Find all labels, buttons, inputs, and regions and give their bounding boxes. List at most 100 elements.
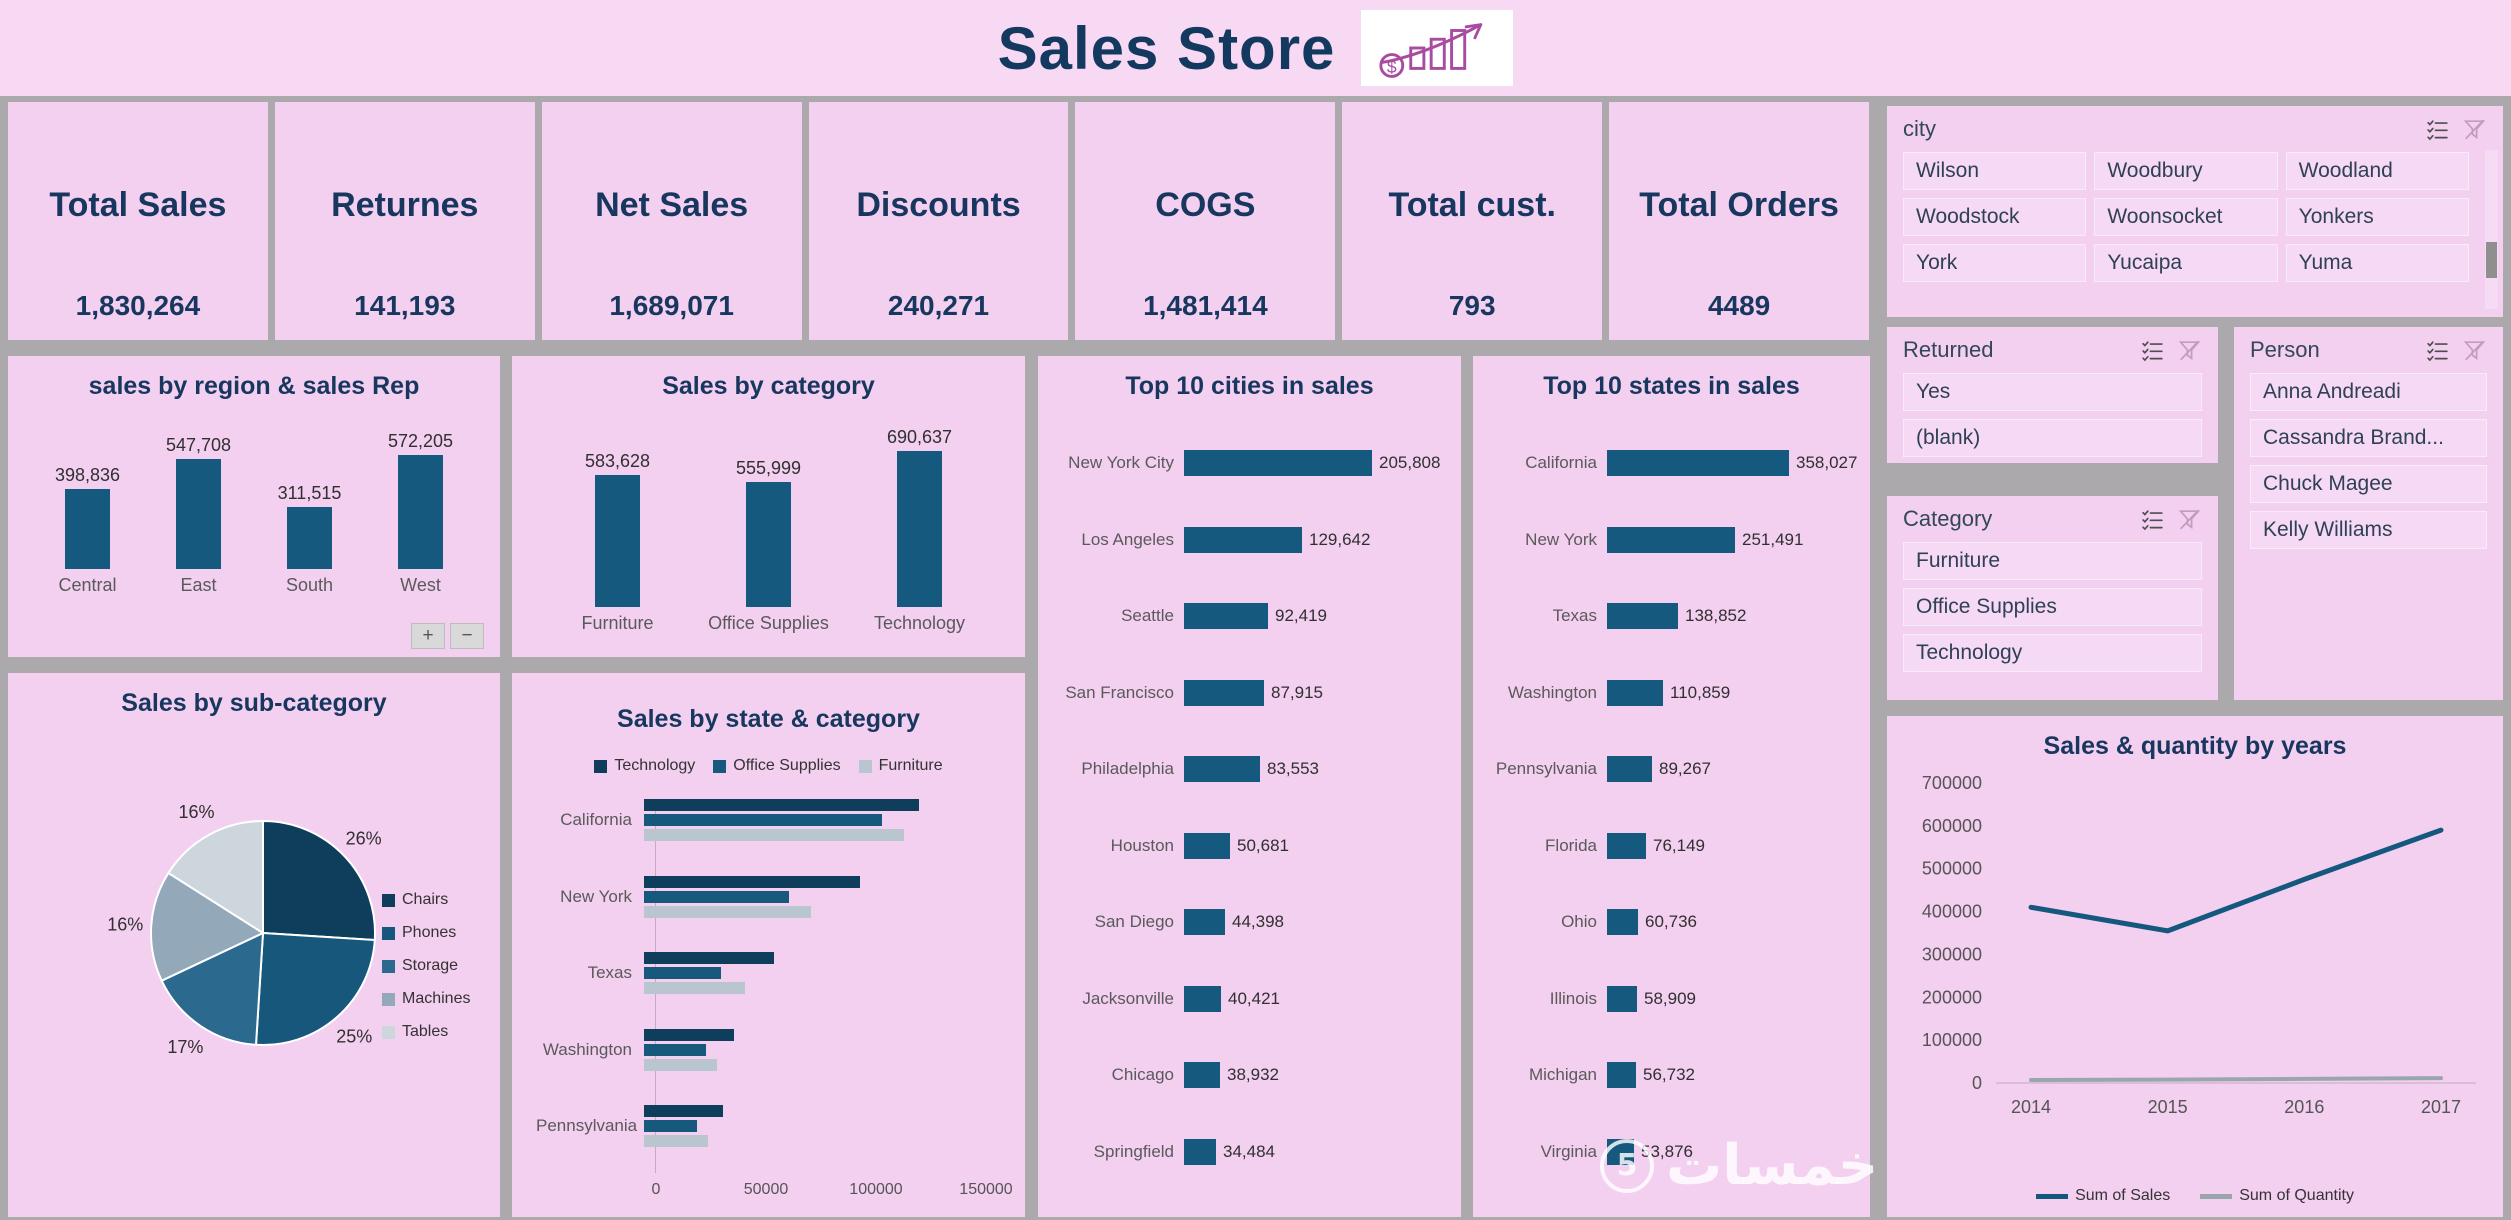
line-series-sum-of-sales[interactable]	[2028, 827, 2444, 934]
bar-texas-office-supplies[interactable]	[644, 967, 721, 979]
bar-texas-furniture[interactable]	[644, 982, 745, 994]
bar-michigan[interactable]	[1607, 1062, 1636, 1089]
legend-swatch	[382, 893, 395, 907]
bar-texas[interactable]	[1607, 603, 1678, 630]
bar-washington-office-supplies[interactable]	[644, 1043, 706, 1056]
multi-select-icon[interactable]	[2140, 507, 2165, 532]
bar-technology[interactable]	[897, 451, 942, 607]
bar-pennsylvania-furniture[interactable]	[644, 1135, 708, 1147]
bar-california-technology[interactable]	[644, 799, 919, 811]
slicer-item-cassandra-brand[interactable]: Cassandra Brand...	[2250, 419, 2487, 457]
legend-item-chairs[interactable]: Chairs	[382, 891, 470, 909]
pie-slice-chairs[interactable]	[262, 819, 377, 942]
years-trend-line-chart: 0 100000 200000 300000 400000 500000 600000 700…	[1922, 773, 2476, 1117]
bar-row-pennsylvania: Pennsylvania 89,267	[1481, 752, 1868, 786]
bar-texas-technology[interactable]	[644, 952, 774, 964]
slicer-item-woodbury[interactable]: Woodbury	[2094, 152, 2278, 190]
zoom-out-button[interactable]: −	[450, 623, 484, 649]
bar-washington-furniture[interactable]	[644, 1058, 717, 1071]
slicer-item-kelly-williams[interactable]: Kelly Williams	[2250, 511, 2487, 549]
bar-ohio[interactable]	[1607, 909, 1638, 936]
multi-select-icon[interactable]	[2140, 338, 2165, 363]
bar-column-technology: 690,637 Technology	[860, 427, 980, 637]
bar-springfield[interactable]	[1184, 1138, 1216, 1165]
subcategory-pie-chart: 26% 25% 17% 16% 16%	[107, 802, 381, 1057]
bar-pennsylvania-office-supplies[interactable]	[644, 1120, 697, 1132]
kpi-card-total-orders: Total Orders 4489	[1609, 102, 1870, 340]
scrollbar-thumb[interactable]	[2486, 242, 2497, 279]
legend-item-machines[interactable]: Machines	[382, 990, 470, 1008]
legend-item-sum-of-sales[interactable]: Sum of Sales	[2036, 1187, 2170, 1205]
legend-item-phones[interactable]: Phones	[382, 924, 470, 942]
clear-filter-icon[interactable]	[2462, 338, 2487, 363]
slicer-person-header: Person	[2234, 327, 2503, 371]
bar-group-new-york: New York	[536, 875, 1011, 918]
bar-san-francisco[interactable]	[1184, 679, 1264, 706]
bar-pennsylvania[interactable]	[1607, 756, 1652, 783]
kpi-label: Total Sales	[49, 186, 227, 224]
pie-slice-phones[interactable]	[254, 931, 376, 1047]
bar-washington-technology[interactable]	[644, 1028, 734, 1041]
bar-south[interactable]	[287, 507, 332, 569]
slicer-item-office-supplies[interactable]: Office Supplies	[1903, 588, 2202, 626]
bar-illinois[interactable]	[1607, 985, 1637, 1012]
bar-value-label: 311,515	[277, 483, 342, 503]
bar-new-york-office-supplies[interactable]	[644, 890, 789, 903]
slicer-item-wilson[interactable]: Wilson	[1903, 152, 2087, 190]
bar-central[interactable]	[65, 489, 110, 569]
zoom-in-button[interactable]: +	[411, 623, 445, 649]
bar-row-seattle: Seattle 92,419	[1046, 599, 1457, 633]
legend-item-office-supplies[interactable]: Office Supplies	[713, 757, 841, 775]
slicer-item-furniture[interactable]: Furniture	[1903, 542, 2202, 580]
slicer-item-woodstock[interactable]: Woodstock	[1903, 198, 2087, 236]
slicer-item-yonkers[interactable]: Yonkers	[2285, 198, 2469, 236]
slicer-item-yes[interactable]: Yes	[1903, 373, 2202, 411]
slicer-item-anna-andreadi[interactable]: Anna Andreadi	[2250, 373, 2487, 411]
clear-filter-icon[interactable]	[2462, 117, 2487, 142]
pie-slice-storage[interactable]	[160, 931, 265, 1046]
legend-item-sum-of-quantity[interactable]: Sum of Quantity	[2200, 1187, 2354, 1205]
bar-new-york-furniture[interactable]	[644, 905, 811, 918]
multi-select-icon[interactable]	[2425, 338, 2450, 363]
slicer-item-yuma[interactable]: Yuma	[2285, 244, 2469, 282]
bar-philadelphia[interactable]	[1184, 756, 1260, 783]
bar-seattle[interactable]	[1184, 603, 1268, 630]
bar-california[interactable]	[1607, 450, 1789, 476]
slicer-item-woodland[interactable]: Woodland	[2285, 152, 2469, 190]
clear-filter-icon[interactable]	[2177, 507, 2202, 532]
slicer-item-yucaipa[interactable]: Yucaipa	[2094, 244, 2278, 282]
bar-east[interactable]	[176, 459, 221, 569]
bar-california-furniture[interactable]	[644, 829, 904, 841]
slicer-item-chuck-magee[interactable]: Chuck Magee	[2250, 465, 2487, 503]
bar-florida[interactable]	[1607, 832, 1646, 859]
bar-west[interactable]	[398, 455, 443, 569]
city-slicer-scrollbar[interactable]	[2485, 150, 2498, 309]
bar-pennsylvania-technology[interactable]	[644, 1105, 723, 1117]
legend-item-furniture[interactable]: Furniture	[858, 757, 943, 775]
bar-houston[interactable]	[1184, 832, 1230, 859]
line-series-sum-of-quantity[interactable]	[2029, 1076, 2443, 1082]
bar-new-york-city[interactable]	[1184, 450, 1372, 476]
legend-item-technology[interactable]: Technology	[594, 757, 695, 775]
clear-filter-icon[interactable]	[2177, 338, 2202, 363]
bar-california-office-supplies[interactable]	[644, 814, 882, 826]
slicer-item-woonsocket[interactable]: Woonsocket	[2094, 198, 2278, 236]
pie-slice-tables[interactable]	[167, 819, 264, 935]
legend-item-tables[interactable]: Tables	[382, 1023, 470, 1041]
chart-panel-years-trend: Sales & quantity by years 0 100000 200000 3…	[1887, 716, 2503, 1217]
bar-office-supplies[interactable]	[746, 482, 791, 607]
bar-chicago[interactable]	[1184, 1062, 1220, 1089]
bar-los-angeles[interactable]	[1184, 526, 1302, 553]
pie-slice-machines[interactable]	[150, 871, 266, 983]
multi-select-icon[interactable]	[2425, 117, 2450, 142]
bar-furniture[interactable]	[595, 475, 640, 607]
slicer-item-technology[interactable]: Technology	[1903, 634, 2202, 672]
bar-new-york-technology[interactable]	[644, 875, 860, 888]
bar-washington[interactable]	[1607, 679, 1663, 706]
bar-san-diego[interactable]	[1184, 909, 1225, 936]
bar-new-york[interactable]	[1607, 526, 1735, 553]
bar-jacksonville[interactable]	[1184, 985, 1221, 1012]
legend-item-storage[interactable]: Storage	[382, 957, 470, 975]
slicer-item-blank[interactable]: (blank)	[1903, 419, 2202, 457]
slicer-item-york[interactable]: York	[1903, 244, 2087, 282]
